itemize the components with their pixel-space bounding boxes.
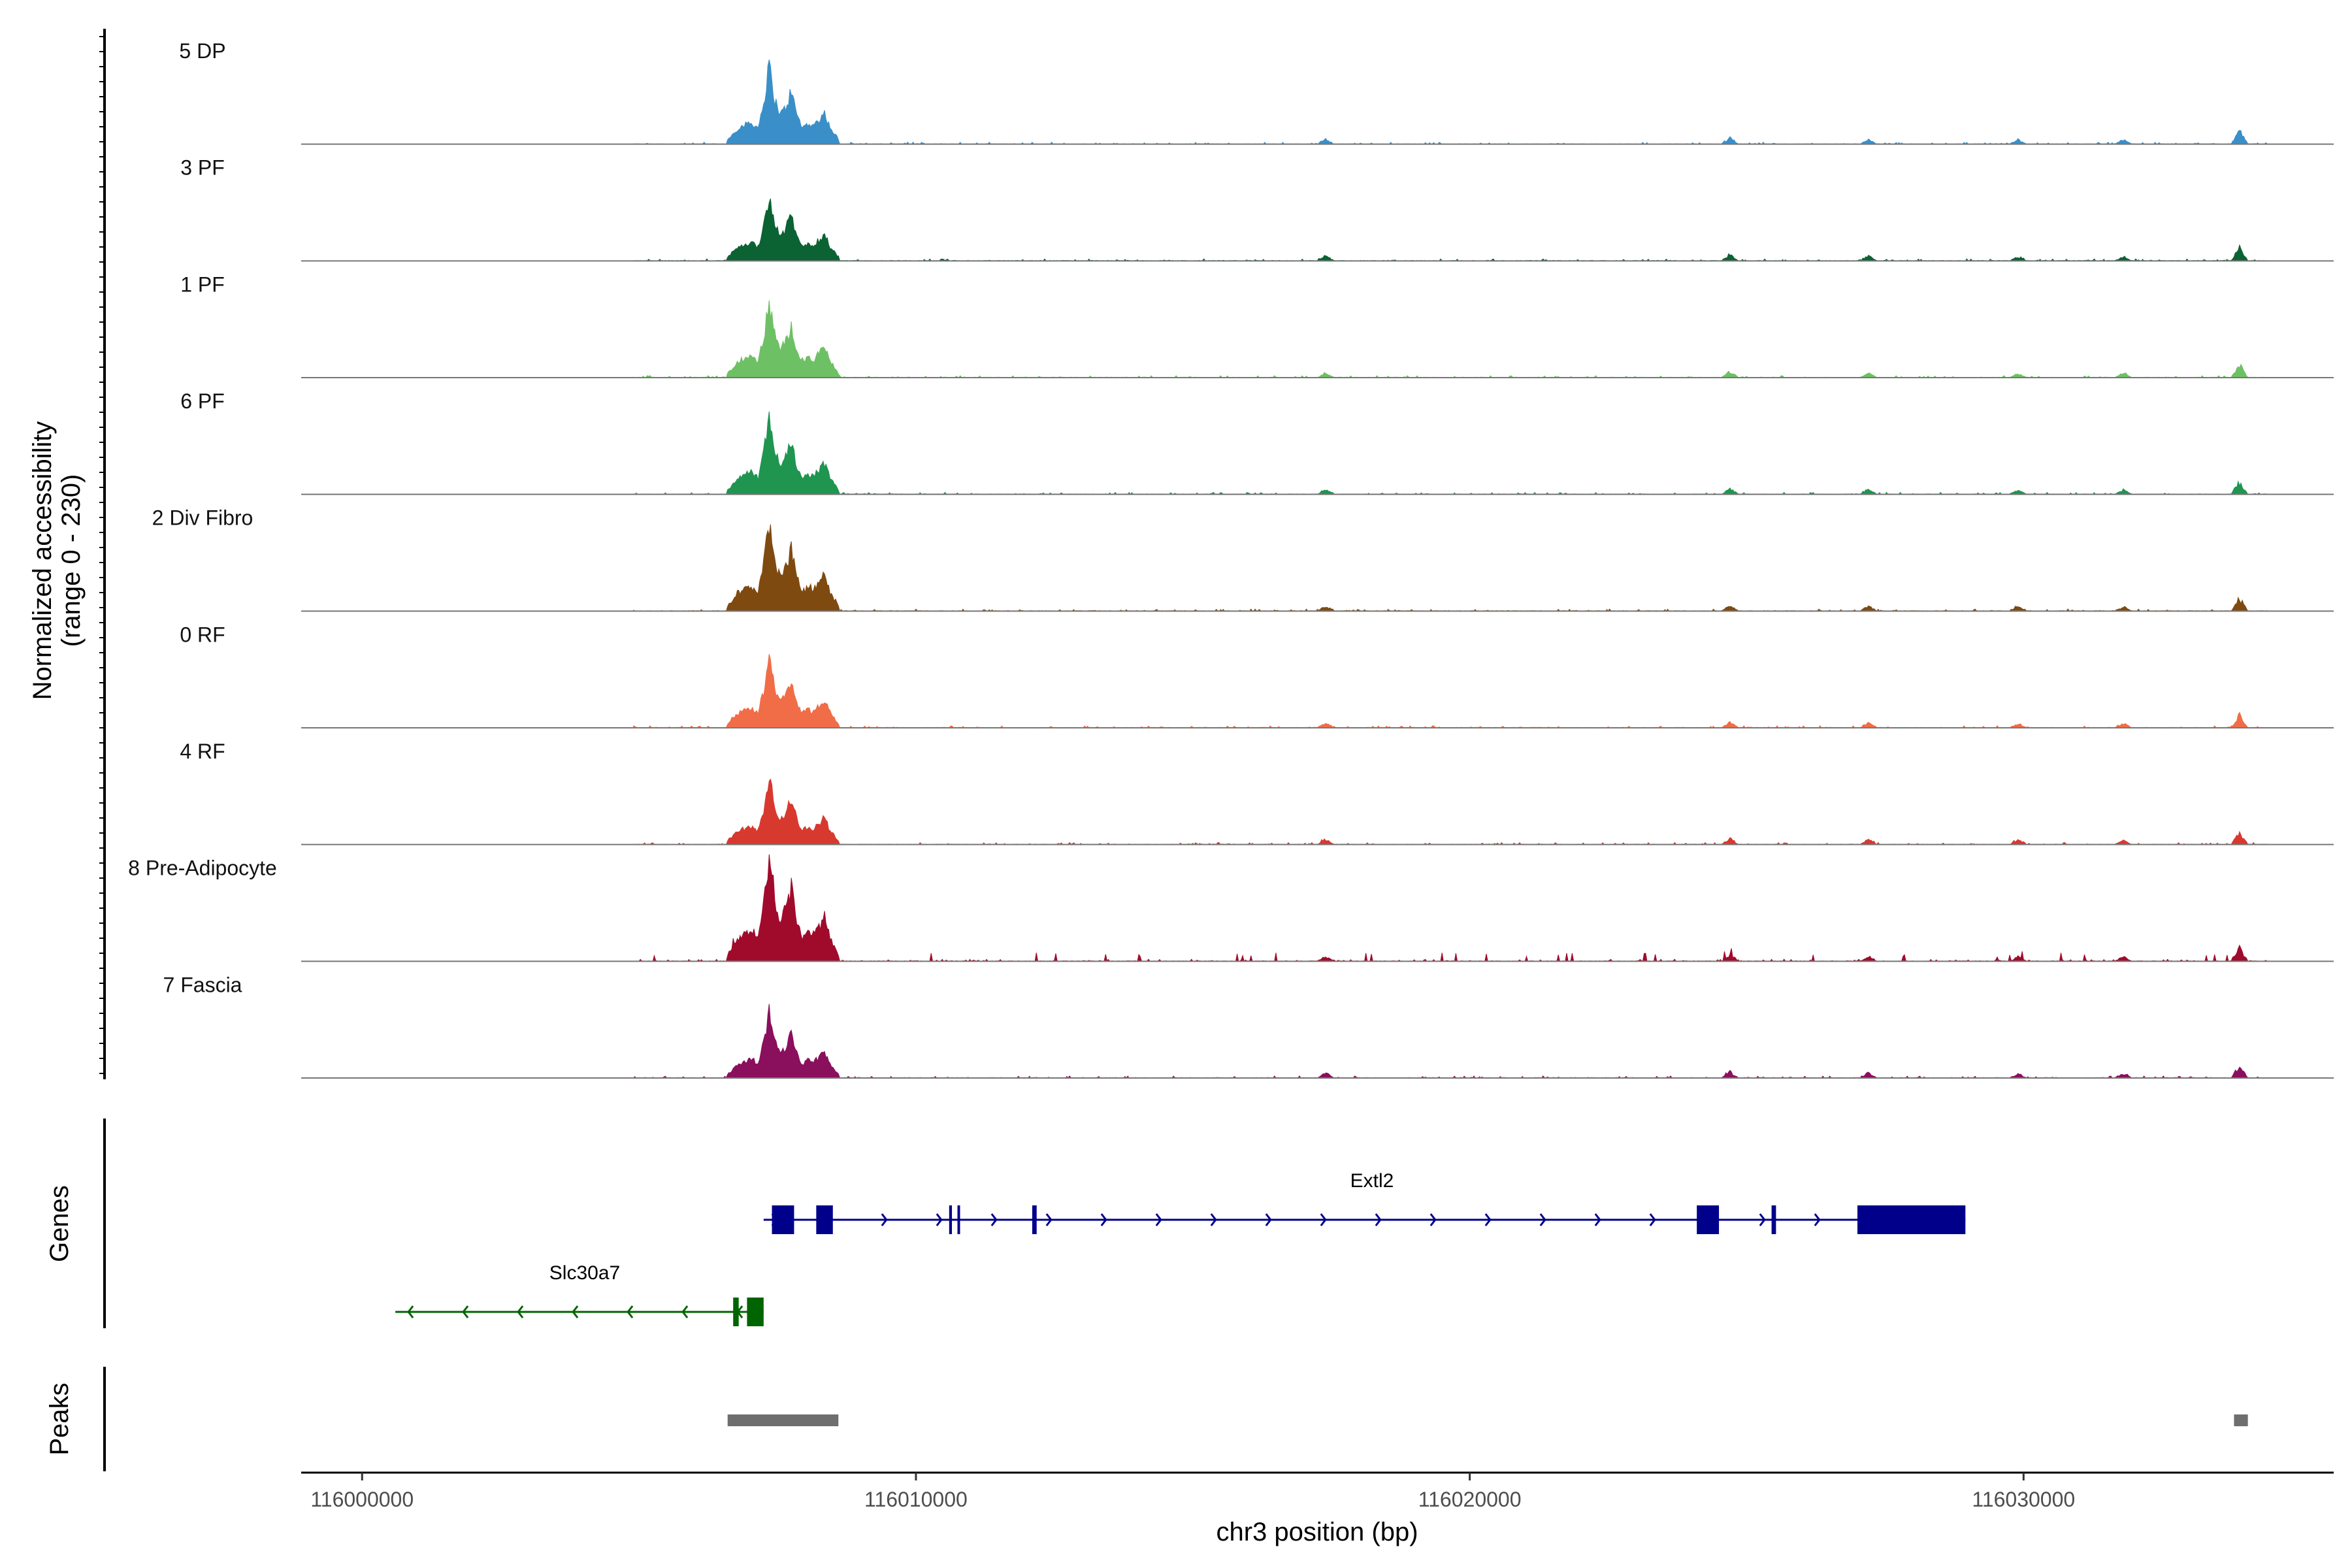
gene-exon (733, 1298, 739, 1326)
x-tick-label: 116030000 (1972, 1488, 2075, 1511)
strand-arrow (1100, 1213, 1107, 1226)
track-label: 0 RF (180, 623, 225, 646)
strand-arrow (1649, 1213, 1656, 1226)
gene-1: Slc30a7 (395, 1262, 764, 1326)
x-tick-label: 116020000 (1418, 1488, 1522, 1511)
track-1: 3 PF (180, 156, 2334, 262)
track-label: 1 PF (180, 272, 225, 296)
strand-arrow (1210, 1213, 1217, 1226)
track-label: 3 PF (180, 156, 225, 180)
strand-arrow (936, 1213, 943, 1226)
coverage-tracks: 5 DP 3 PF 1 PF 6 PF 2 Div Fibro 0 RF 4 RF 8 Pre… (128, 39, 2334, 1079)
track-7: 8 Pre-Adipocyte (128, 854, 2334, 962)
strand-arrow (1484, 1213, 1492, 1226)
strand-arrow (1539, 1213, 1546, 1226)
track-label: 7 Fascia (163, 973, 242, 996)
track-label: 8 Pre-Adipocyte (128, 857, 277, 880)
track-3: 6 PF (180, 389, 2334, 495)
gene-label: Extl2 (1350, 1170, 1394, 1192)
coverage-area (633, 653, 2268, 728)
strand-arrow (1594, 1213, 1601, 1226)
coverage-area (633, 59, 2268, 145)
strand-arrow (681, 1305, 689, 1318)
peaks-track (727, 1414, 2248, 1426)
coverage-area (633, 778, 2268, 845)
genes-track: Extl2 Slc30a7 (395, 1170, 1966, 1326)
strand-arrow (881, 1213, 888, 1226)
track-2: 1 PF (180, 272, 2334, 378)
strand-arrow (572, 1305, 579, 1318)
peaks-axis-title: Peaks (45, 1382, 74, 1455)
x-tick-label: 116010000 (864, 1488, 968, 1511)
strand-arrow (407, 1305, 414, 1318)
strand-arrow (1814, 1213, 1821, 1226)
x-axis-title: chr3 position (bp) (1216, 1518, 1418, 1546)
coverage-area (633, 854, 2268, 962)
track-8: 7 Fascia (163, 973, 2334, 1079)
y-axis-title: Normalized accessibility (28, 421, 57, 700)
track-0: 5 DP (179, 39, 2334, 145)
strand-arrow (462, 1305, 469, 1318)
genes-axis-title: Genes (45, 1185, 74, 1262)
coverage-area (633, 198, 2268, 261)
x-axis-ticks: 116000000 116010000 116020000 116030000 (310, 1473, 2075, 1511)
gene-exon (1771, 1205, 1776, 1234)
peak-region (727, 1414, 839, 1426)
gene-exon (1697, 1205, 1720, 1234)
strand-arrow (1320, 1213, 1327, 1226)
coverage-y-ticks (99, 36, 105, 1074)
gene-exon (1857, 1205, 1966, 1234)
strand-arrow (627, 1305, 634, 1318)
strand-arrow (990, 1213, 998, 1226)
track-label: 6 PF (180, 389, 225, 413)
x-tick-label: 116000000 (310, 1488, 414, 1511)
track-label: 4 RF (180, 740, 225, 763)
track-6: 4 RF (180, 740, 2334, 845)
coverage-area (633, 524, 2268, 612)
track-5: 0 RF (180, 623, 2334, 728)
gene-exon (1032, 1205, 1037, 1234)
strand-arrow (1429, 1213, 1437, 1226)
gene-label: Slc30a7 (549, 1262, 620, 1284)
gene-exon (747, 1298, 764, 1326)
strand-arrow (1759, 1213, 1766, 1226)
coverage-area (633, 1004, 2268, 1079)
gene-0: Extl2 (763, 1170, 1966, 1234)
strand-arrow (1265, 1213, 1272, 1226)
strand-arrow (1375, 1213, 1382, 1226)
strand-arrow (1155, 1213, 1162, 1226)
track-4: 2 Div Fibro (152, 506, 2334, 612)
gene-exon (957, 1205, 960, 1234)
gene-exon (816, 1205, 833, 1234)
y-axis-range: (range 0 - 230) (57, 474, 86, 647)
track-label: 5 DP (179, 39, 225, 63)
peak-region (2234, 1414, 2248, 1426)
strand-arrow (1045, 1213, 1053, 1226)
strand-arrow (517, 1305, 524, 1318)
gene-exon (949, 1205, 953, 1234)
track-label: 2 Div Fibro (152, 506, 253, 530)
coverage-area (633, 300, 2268, 378)
coverage-area (633, 411, 2268, 495)
gene-exon (772, 1205, 794, 1234)
